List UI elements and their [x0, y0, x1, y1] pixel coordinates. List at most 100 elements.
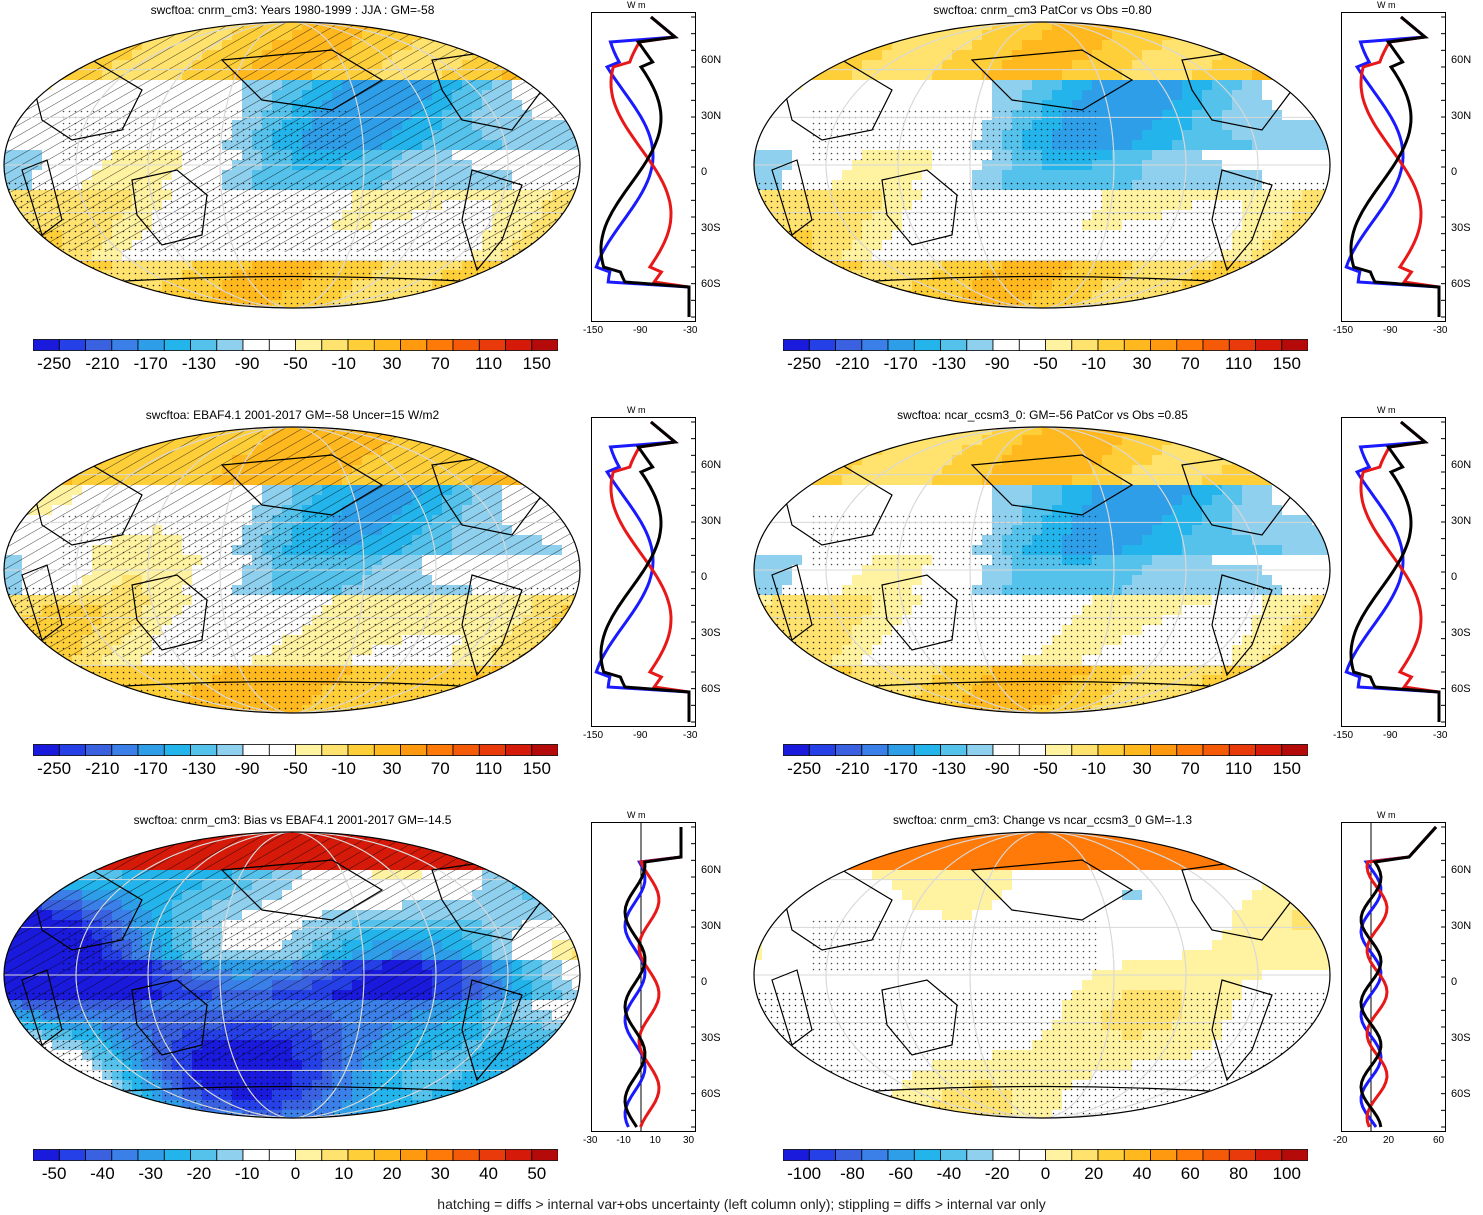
map-cell — [82, 427, 93, 436]
panel-title: swcftoa: cnrm_cm3 PatCor vs Obs =0.80 — [933, 3, 1152, 17]
map-cell — [912, 100, 923, 111]
map-cell — [754, 260, 763, 271]
map-cell — [1242, 80, 1253, 91]
map-cell — [754, 30, 763, 41]
map-cell — [472, 300, 483, 308]
map-cell — [1042, 170, 1053, 181]
map-cell — [1302, 270, 1313, 281]
map-cell — [12, 625, 23, 636]
map-cell — [52, 665, 63, 676]
map-cell — [762, 100, 773, 111]
map-cell — [4, 50, 13, 61]
map-cell — [792, 270, 803, 281]
map-cell — [552, 30, 563, 41]
map-cell — [1032, 80, 1043, 91]
map-cell — [102, 435, 113, 446]
map-cell — [932, 60, 943, 71]
map-cell — [1322, 110, 1330, 121]
map-cell — [862, 30, 873, 41]
map-cell — [1222, 300, 1233, 308]
map-cell — [822, 40, 833, 51]
map-cell — [22, 445, 33, 456]
map-cell — [22, 427, 33, 436]
map-cell — [52, 445, 63, 456]
map-cell — [1212, 22, 1223, 31]
map-cell — [502, 280, 513, 291]
map-cell — [1192, 100, 1203, 111]
map-cell — [572, 40, 580, 51]
map-cell — [832, 290, 843, 301]
map-cell — [12, 260, 23, 271]
map-cell — [872, 70, 883, 81]
map-cell — [1142, 60, 1153, 71]
map-cell — [882, 90, 893, 101]
map-cell — [1312, 150, 1323, 161]
map-cell — [72, 40, 83, 51]
colorbar-tick-label: -50 — [283, 354, 308, 373]
map-cell — [142, 290, 153, 301]
map-cell — [22, 50, 33, 61]
map-cell — [802, 40, 813, 51]
map-cell — [1282, 290, 1293, 301]
map-cell — [392, 300, 403, 308]
map-cell — [1032, 170, 1043, 181]
map-cell — [1182, 50, 1193, 61]
map-cell — [542, 30, 553, 41]
map-cell — [1212, 130, 1223, 141]
map-cell — [1272, 250, 1283, 261]
map-cell — [552, 427, 563, 436]
map-cell — [1162, 300, 1173, 308]
map-cell — [772, 90, 783, 101]
map-cell — [1272, 110, 1283, 121]
map-cell — [102, 30, 113, 41]
map-cell — [932, 300, 943, 308]
map-cell — [1142, 22, 1153, 31]
map-cell — [872, 90, 883, 101]
map-cell — [942, 50, 953, 61]
map-cell — [1042, 40, 1053, 51]
map-cell — [902, 40, 913, 51]
map-cell — [152, 22, 163, 31]
map-cell — [542, 435, 553, 446]
map-cell — [872, 290, 883, 301]
map-cell — [1112, 110, 1123, 121]
map-cell — [1032, 60, 1043, 71]
map-cell — [542, 465, 553, 476]
coastline — [21, 159, 63, 236]
map-cell — [542, 260, 553, 271]
map-cell — [512, 665, 523, 676]
map-cell — [82, 270, 93, 281]
map-cell — [162, 427, 173, 436]
map-cell — [4, 210, 13, 221]
colorbar-swatch — [1045, 339, 1073, 351]
map-cell — [952, 30, 963, 41]
map-cell — [882, 50, 893, 61]
colorbar-swatch — [400, 339, 428, 351]
map-cell — [4, 435, 13, 446]
map-cell — [572, 250, 580, 261]
map-cell — [1302, 240, 1313, 251]
map-cell — [962, 100, 973, 111]
map-cell — [832, 22, 843, 31]
map-cell — [862, 290, 873, 301]
zonal-unit-label: W m — [627, 0, 646, 10]
map-cell — [42, 290, 53, 301]
map-cell — [754, 170, 763, 181]
colorbar-swatch — [478, 339, 506, 351]
map-cell — [4, 100, 13, 111]
map-cell — [1182, 170, 1193, 181]
map-cell — [502, 30, 513, 41]
map-cell — [552, 240, 563, 251]
map-cell — [472, 435, 483, 446]
map-cell — [572, 260, 580, 271]
map-cell — [22, 635, 33, 646]
map-cell — [572, 435, 580, 446]
map-cell — [32, 485, 43, 496]
zonal-mean-line-red — [609, 15, 691, 317]
colorbar-swatch — [808, 339, 836, 351]
map-cell — [1152, 130, 1163, 141]
map-cell — [512, 300, 523, 308]
colorbar-tick-label: -170 — [133, 354, 168, 373]
map-cell — [4, 605, 13, 616]
map-cell — [812, 270, 823, 281]
